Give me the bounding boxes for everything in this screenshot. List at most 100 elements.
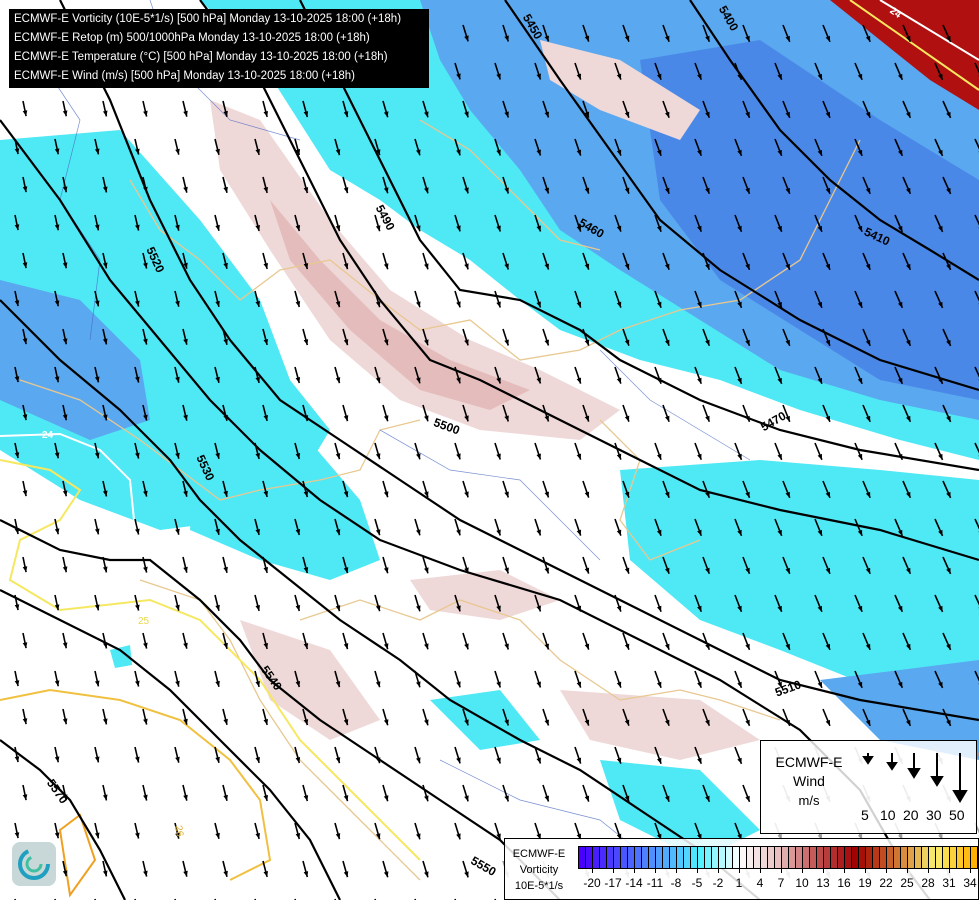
wind-arrow-icon [142,328,148,345]
wind-arrow-icon [54,746,60,763]
wind-arrow-icon [542,24,550,42]
colorbar-swatch [579,847,586,868]
wind-arrow-icon [622,100,630,118]
wind-arrow-icon [222,708,228,725]
arrow-down-icon [862,756,874,765]
wind-arrow-icon [262,328,269,346]
wind-arrow-icon [254,290,260,308]
wind-arrow-icon [462,100,469,118]
wind-arrow-icon [422,328,429,346]
wind-arrow-icon [502,24,510,42]
wind-arrow-icon [302,252,309,270]
colorbar-swatch [705,847,712,868]
wind-arrow-icon [622,784,630,802]
colorbar-swatch [901,847,908,868]
wind-arrow-icon [742,328,751,347]
wind-arrow-icon [254,366,260,384]
wind-arrow-icon [862,556,871,575]
wind-arrow-icon [662,100,670,118]
wind-arrow-icon [894,366,904,385]
wind-arrow-icon [734,518,743,537]
colorbar-title: ECMWF-E Vorticity 10E-5*1/s [507,846,571,894]
colorbar-tick-label: -20 [583,876,601,890]
wind-arrow-icon [382,784,389,802]
wind-arrow-icon [374,290,381,308]
wind-arrow-icon [222,860,228,877]
colorbar-swatch [817,847,824,868]
wind-arrow-icon [694,670,703,689]
wind-arrow-icon [694,746,703,765]
wind-arrow-icon [214,746,220,763]
colorbar-swatch [782,847,789,868]
wind-arrow-icon [294,138,301,156]
wind-arrow-icon [662,632,670,650]
wind-arrow-icon [62,784,68,801]
wind-arrow-icon [662,708,670,726]
wind-arrow-icon [782,632,791,651]
wind-arrow-icon [934,62,944,81]
wind-arrow-icon [62,100,68,117]
wind-arrow-icon [734,214,743,233]
wind-arrow-icon [134,518,140,535]
wind-arrow-icon [214,214,220,231]
colorbar-swatch [628,847,635,868]
wind-arrow-icon [774,290,783,309]
wind-arrow-icon [462,404,469,422]
colorbar-swatch [670,847,677,868]
wind-arrow-icon [822,24,831,43]
wind-arrow-icon [62,480,68,497]
wind-arrow-icon [142,784,148,801]
wind-arrow-icon [454,518,461,536]
wind-arrow-icon [942,480,952,499]
wind-arrow-icon [262,100,269,118]
colorbar-swatch [866,847,873,868]
colorbar-tick-label: 7 [777,876,785,890]
wind-arrow-icon [102,708,108,725]
wind-arrow-icon [382,328,389,346]
wind-arrow-icon [142,404,148,421]
wind-arrow-icon [782,176,791,195]
wind-arrow-icon [534,518,542,536]
wind-arrow-icon [622,556,630,574]
colorbar-swatch [740,847,747,868]
colorbar-tick-label: -17 [604,876,622,890]
wind-arrow-icon [734,670,743,689]
wind-arrow-icon [582,480,590,498]
wind-arrow-icon [142,100,148,117]
wind-legend-value: 30 [926,807,942,823]
wind-arrow-icon [422,480,429,498]
wind-arrow-icon [854,594,863,613]
wind-arrow-icon [494,746,502,764]
wind-arrow-icon [262,176,269,194]
wind-arrow-icon [294,670,301,688]
wind-arrow-icon [854,670,863,689]
wind-arrow-icon [142,480,148,497]
wind-arrow-icon [222,784,228,801]
wind-arrow-icon [382,708,389,726]
wind-arrow-icon [174,366,180,383]
wind-arrow-icon [574,670,582,688]
wind-arrow-icon [262,708,269,726]
wind-arrow-icon [62,632,68,649]
wind-arrow-icon [262,784,269,802]
swirl-logo-icon [18,848,50,880]
wind-arrow-icon [862,404,871,423]
wind-arrow-icon [414,290,421,308]
wind-arrow-icon [614,746,622,764]
wind-arrow-icon [54,670,60,687]
wind-arrow-icon [582,100,590,118]
wind-arrow-icon [654,214,662,232]
colorbar-swatch [831,847,838,868]
wind-arrow-icon [782,480,791,499]
wind-arrow-icon [182,252,188,269]
wind-arrow-icon [894,442,904,461]
wind-arrow-icon [854,62,863,81]
wind-arrow-icon [102,480,108,497]
wind-arrow-icon [422,860,429,878]
wind-arrow-icon [694,594,703,613]
wind-arrow-icon [502,708,510,726]
colorbar-swatch [908,847,915,868]
wind-arrow-icon [934,366,944,385]
wind-arrow-icon [622,480,630,498]
wind-arrow-icon [494,214,502,232]
